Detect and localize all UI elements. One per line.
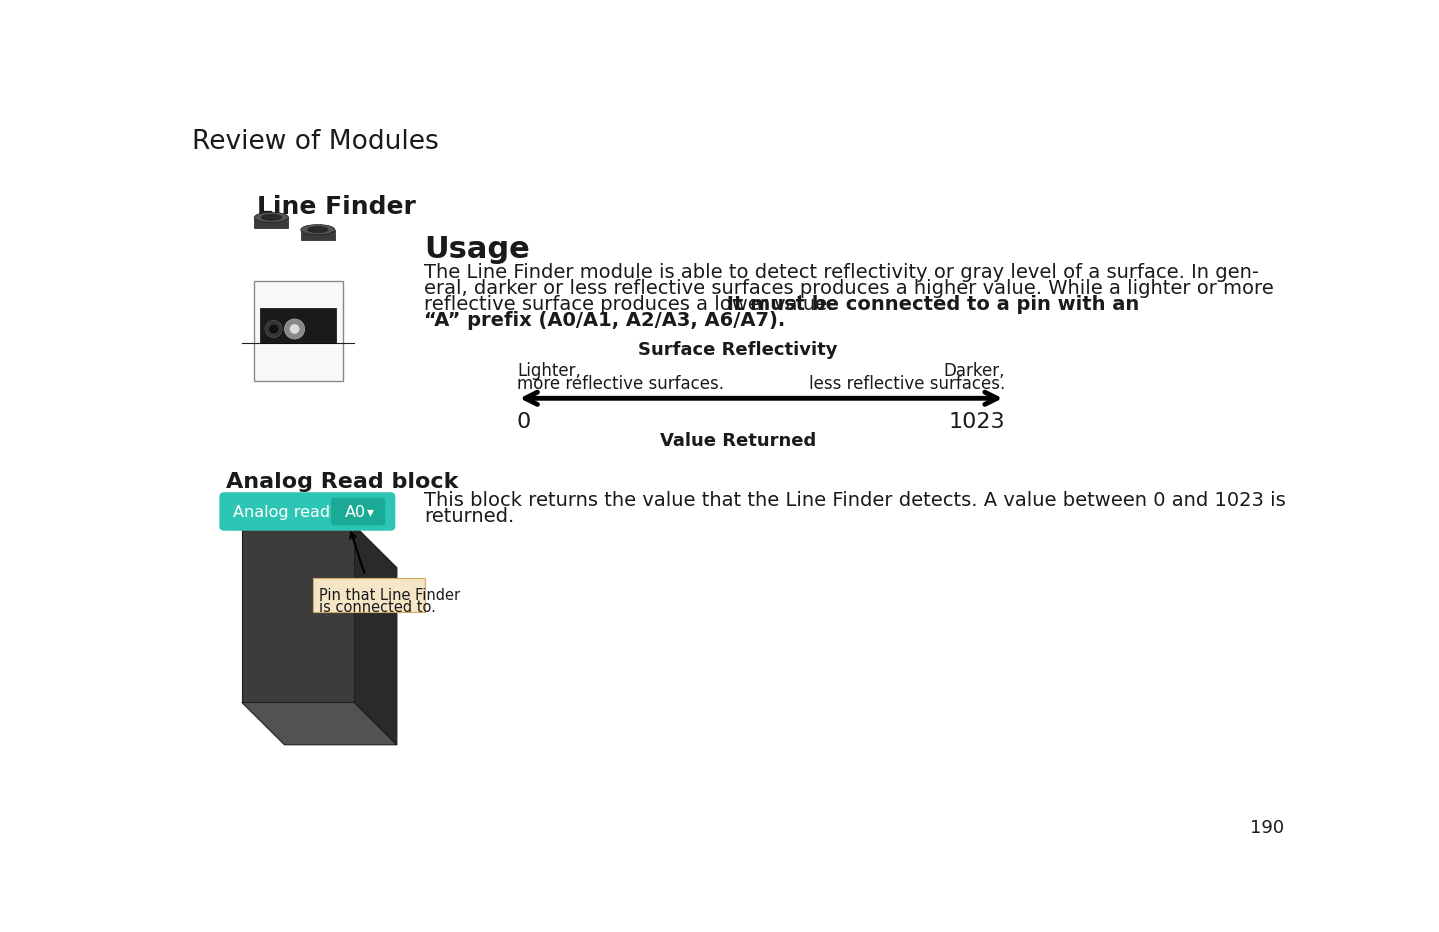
Circle shape	[269, 325, 278, 333]
Bar	[253, 281, 342, 381]
Text: 190: 190	[1250, 818, 1284, 837]
Polygon shape	[354, 526, 397, 745]
Text: 1023: 1023	[948, 412, 1006, 432]
Bar	[259, 308, 337, 343]
Text: This block returns the value that the Line Finder detects. A value between 0 and: This block returns the value that the Li…	[425, 490, 1286, 510]
FancyBboxPatch shape	[219, 492, 396, 530]
Text: Line Finder: Line Finder	[258, 195, 416, 219]
Text: Usage: Usage	[425, 235, 530, 264]
Polygon shape	[242, 526, 354, 703]
FancyBboxPatch shape	[331, 498, 386, 526]
Text: is connected to.: is connected to.	[318, 600, 436, 615]
Bar	[301, 229, 335, 240]
Circle shape	[265, 321, 282, 337]
Text: ▾: ▾	[367, 505, 374, 519]
Ellipse shape	[308, 226, 328, 233]
Text: Value Returned: Value Returned	[659, 432, 816, 450]
Text: returned.: returned.	[425, 507, 514, 526]
Text: Review of Modules: Review of Modules	[191, 129, 439, 155]
Text: less reflective surfaces.: less reflective surfaces.	[809, 376, 1006, 393]
Bar	[255, 217, 288, 228]
Polygon shape	[242, 703, 397, 745]
Circle shape	[285, 319, 305, 339]
Text: The Line Finder module is able to detect reflectivity or gray level of a surface: The Line Finder module is able to detect…	[425, 263, 1259, 281]
Ellipse shape	[255, 212, 288, 223]
Text: eral, darker or less reflective surfaces produces a higher value. While a lighte: eral, darker or less reflective surfaces…	[425, 279, 1274, 298]
Text: Analog read pin: Analog read pin	[233, 505, 361, 520]
Text: A0: A0	[345, 505, 366, 520]
Ellipse shape	[301, 225, 335, 235]
Text: Darker,: Darker,	[944, 363, 1006, 380]
FancyBboxPatch shape	[314, 578, 425, 611]
Circle shape	[289, 324, 299, 334]
Text: Surface Reflectivity: Surface Reflectivity	[637, 340, 837, 359]
Text: Lighter,: Lighter,	[517, 363, 581, 380]
Text: Pin that Line Finder: Pin that Line Finder	[318, 588, 459, 604]
Text: Analog Read block: Analog Read block	[226, 473, 459, 492]
Text: It must be connected to a pin with an: It must be connected to a pin with an	[720, 295, 1140, 314]
Text: more reflective surfaces.: more reflective surfaces.	[517, 376, 724, 393]
Text: “A” prefix (A0/A1, A2/A3, A6/A7).: “A” prefix (A0/A1, A2/A3, A6/A7).	[425, 311, 786, 330]
Text: 0: 0	[517, 412, 531, 432]
Ellipse shape	[260, 214, 282, 220]
Text: reflective surface produces a lower value.: reflective surface produces a lower valu…	[425, 295, 833, 314]
